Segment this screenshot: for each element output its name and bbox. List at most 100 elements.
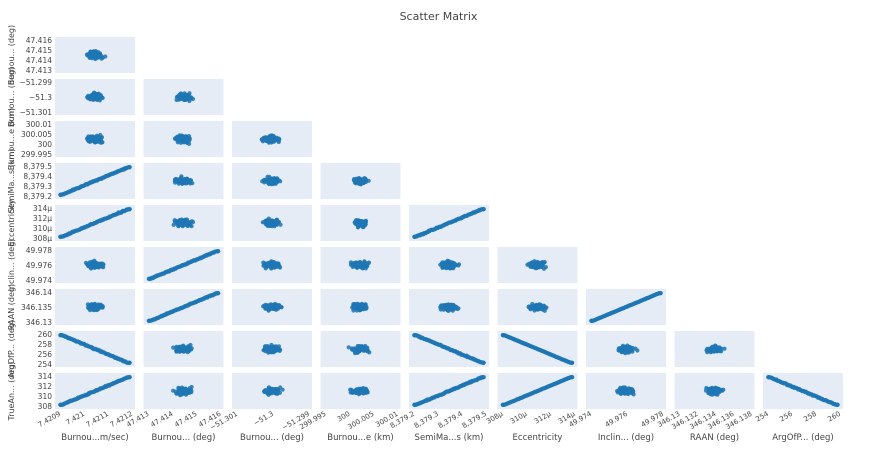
x-tick-label: 8,379.5	[461, 410, 488, 430]
y-tick-label: 8,379.4	[23, 172, 52, 181]
data-point	[172, 177, 178, 183]
panel-r9-c1	[143, 373, 224, 409]
data-point	[84, 52, 90, 57]
data-point	[715, 387, 720, 392]
data-point	[357, 304, 362, 309]
panel-r3-c2	[232, 121, 312, 157]
y-tick-label: 47.413	[26, 66, 52, 75]
data-point	[86, 262, 91, 268]
data-point	[269, 265, 274, 270]
panel-r3-c1	[143, 121, 224, 157]
y-tick-label: 314µ	[33, 204, 52, 213]
data-point	[179, 344, 184, 350]
data-point	[531, 261, 536, 266]
data-point	[96, 139, 102, 144]
data-point	[276, 220, 282, 225]
x-tick-label: 8,379.4	[437, 410, 465, 431]
panel-r7-c2	[232, 289, 312, 325]
data-point	[187, 388, 192, 393]
data-point	[481, 375, 486, 380]
data-point	[365, 348, 370, 353]
x-tick-label: 308µ	[485, 410, 505, 426]
panel-r4-c1	[143, 163, 224, 199]
data-point	[450, 305, 455, 310]
data-point	[189, 219, 195, 224]
data-point	[262, 219, 267, 224]
data-point	[183, 389, 188, 394]
data-point	[268, 389, 273, 395]
data-point	[100, 304, 105, 309]
data-point	[127, 375, 132, 380]
data-point	[179, 217, 184, 222]
data-point	[187, 95, 192, 100]
data-point	[440, 265, 445, 270]
data-point	[189, 347, 194, 352]
data-point	[183, 96, 188, 101]
column-axis-title: Burnou... (deg)	[152, 433, 216, 443]
panel-r8-c7	[674, 331, 755, 367]
data-point	[187, 98, 192, 104]
row-axis-title: Inclin... (deg)	[7, 239, 16, 292]
y-tick-label: 256	[38, 350, 53, 359]
data-point	[358, 219, 363, 224]
panel-r7-c4	[409, 289, 489, 325]
column-axis-title: ArgOfP... (deg)	[772, 433, 834, 443]
data-point	[543, 265, 549, 270]
column-axis-title: Burnou... (deg)	[240, 433, 304, 443]
panel-r8-c5	[497, 331, 578, 367]
panel-r6-c0	[55, 247, 135, 283]
y-tick-label: −51.301	[19, 108, 52, 117]
data-point	[356, 389, 361, 395]
panel-r7-c3	[320, 289, 401, 325]
data-point	[184, 346, 189, 351]
data-point	[713, 348, 718, 353]
data-point	[276, 264, 282, 269]
x-tick-label: 8,379.3	[413, 410, 440, 430]
data-point	[623, 389, 629, 394]
data-point	[276, 178, 281, 183]
y-tick-label: −51.3	[29, 93, 52, 102]
y-tick-label: 300.005	[21, 130, 52, 139]
data-point	[633, 346, 638, 351]
data-point	[263, 347, 268, 352]
data-point	[182, 220, 187, 225]
data-point	[273, 390, 278, 396]
y-tick-label: 314	[38, 372, 53, 381]
data-point	[127, 207, 132, 212]
data-point	[179, 174, 184, 179]
panel-r9-c7	[674, 373, 755, 409]
panel-r7-c1	[143, 289, 224, 325]
y-tick-label: 346.135	[21, 303, 52, 312]
y-tick-label: 8,379.5	[23, 162, 52, 171]
panel-r2-c0	[55, 79, 135, 115]
x-tick-label: 254	[754, 410, 770, 424]
data-point	[176, 137, 181, 143]
x-tick-label: 7.4209	[37, 410, 62, 429]
data-point	[95, 303, 100, 308]
panel-r7-c0	[55, 289, 135, 325]
panel-r7-c6	[586, 289, 666, 325]
panel-r9-c8	[763, 373, 843, 409]
data-point	[535, 265, 540, 270]
panel-r5-c1	[143, 205, 224, 241]
x-tick-label: 47.414	[149, 410, 175, 429]
data-point	[348, 390, 353, 395]
data-point	[359, 178, 364, 183]
panel-r5-c4	[409, 205, 489, 241]
x-tick-label: 312µ	[533, 410, 553, 426]
panel-r6-c5	[497, 247, 578, 283]
y-tick-label: 47.414	[26, 56, 52, 65]
data-point	[630, 389, 635, 394]
data-point	[481, 207, 486, 212]
data-point	[273, 346, 278, 351]
data-point	[355, 349, 360, 354]
panel-r9-c3	[320, 373, 401, 409]
data-point	[709, 387, 715, 392]
data-point	[174, 346, 179, 351]
y-tick-label: 312µ	[33, 214, 52, 223]
panel-r5-c2	[232, 205, 312, 241]
data-point	[539, 305, 544, 310]
y-tick-label: 49.976	[26, 261, 52, 270]
